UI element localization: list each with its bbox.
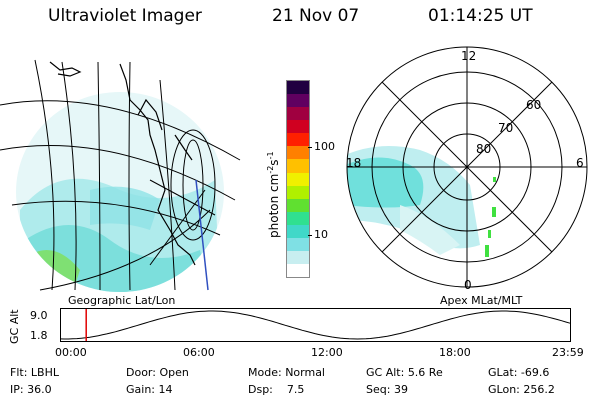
colorbar-segment [287,94,309,108]
mlt-label-0: 0 [464,278,472,292]
polar-grid [346,46,588,288]
colorbar-segment [287,224,309,238]
ip-field: IP: 36.0 [10,383,52,396]
mlat-label-80: 80 [476,142,491,156]
glon-field: GLon: 256.2 [488,383,555,396]
colorbar-tick-100: 100 [314,140,335,153]
altitude-ylabel: GC Alt [8,309,21,344]
mlt-label-12: 12 [461,49,476,63]
colorbar-segment [287,237,309,251]
geographic-label: Geographic Lat/Lon [68,294,176,307]
time-tick-1: 06:00 [183,346,215,359]
altitude-curve [60,310,571,340]
colorbar-segment [287,133,309,147]
time-tick-0: 00:00 [55,346,87,359]
glat-field: GLat: -69.6 [488,366,550,379]
polar-plot: 12 18 6 0 80 70 60 [346,46,588,292]
time-tick-2: 12:00 [311,346,343,359]
altitude-ytick-high: 9.0 [30,309,48,322]
lat-lon-grid [0,59,241,291]
mode-field: Mode: Normal [248,366,325,379]
uv-emission-image [16,92,224,292]
colorbar-segment [287,250,309,264]
colorbar-segment [287,263,309,277]
seq-field: Seq: 39 [366,383,408,396]
dayside-boundary [195,179,209,291]
colorbar-segment [287,107,309,121]
gcalt-field: GC Alt: 5.6 Re [366,366,443,379]
polar-uv-image [347,146,480,255]
door-field: Door: Open [126,366,189,379]
time-tick-4: 23:59 [552,346,584,359]
instrument-title: Ultraviolet Imager [48,6,202,26]
mlt-label-6: 6 [576,156,584,170]
gain-field: Gain: 14 [126,383,173,396]
colorbar-tick-mark [308,147,312,148]
colorbar-label: photon cm-2s-1 [266,151,281,238]
geographic-map [0,59,241,292]
colorbar-segment [287,185,309,199]
flt-field: Flt: LBHL [10,366,59,379]
colorbar-segment [287,172,309,186]
mlat-label-60: 60 [526,98,541,112]
coastline [49,61,196,266]
altitude-ytick-low: 1.8 [30,329,48,342]
colorbar-segment [287,146,309,160]
colorbar [286,80,310,278]
mlt-label-18: 18 [346,156,361,170]
colorbar-segment [287,198,309,212]
colorbar-segment [287,120,309,134]
dsp-field: Dsp: 7.5 [248,383,305,396]
colorbar-segment [287,159,309,173]
time-tick-3: 18:00 [439,346,471,359]
time-label: 01:14:25 UT [428,6,533,26]
colorbar-segment [287,211,309,225]
date-label: 21 Nov 07 [272,6,360,26]
colorbar-segment [287,81,309,95]
colorbar-tick-10: 10 [314,228,328,241]
altitude-plot [60,308,571,342]
colorbar-tick-mark [308,235,312,236]
mlat-label-70: 70 [498,121,513,135]
apex-label: Apex MLat/MLT [440,294,523,307]
polar-green-dots [485,177,496,257]
